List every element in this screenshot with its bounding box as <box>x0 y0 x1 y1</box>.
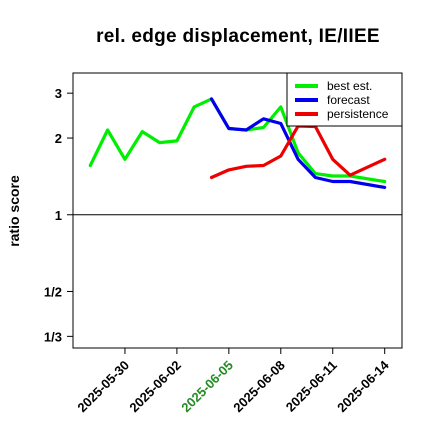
legend-label: best est. <box>327 79 372 93</box>
x-tick-label: 2025-06-11 <box>283 358 340 415</box>
y-tick-label: 3 <box>55 86 62 101</box>
legend-label: persistence <box>327 107 389 121</box>
y-tick-label: 2 <box>55 131 62 146</box>
y-tick-label: 1 <box>55 208 62 223</box>
x-tick-label: 2025-05-30 <box>74 358 132 416</box>
y-tick-label: 1/3 <box>44 329 62 344</box>
legend-box <box>286 72 403 127</box>
legend-label: forecast <box>327 93 370 107</box>
x-tick-label: 2025-06-14 <box>334 357 392 415</box>
x-tick-label: 2025-06-08 <box>230 358 288 416</box>
series-line-persistence <box>209 124 387 180</box>
y-tick-label: 1/2 <box>44 284 62 299</box>
plot-frame <box>72 72 403 349</box>
x-tick-label: 2025-06-05 <box>178 358 236 416</box>
chart-title: rel. edge displacement, IE/IIEE <box>96 26 380 47</box>
x-tick-label: 2025-06-02 <box>126 358 184 416</box>
